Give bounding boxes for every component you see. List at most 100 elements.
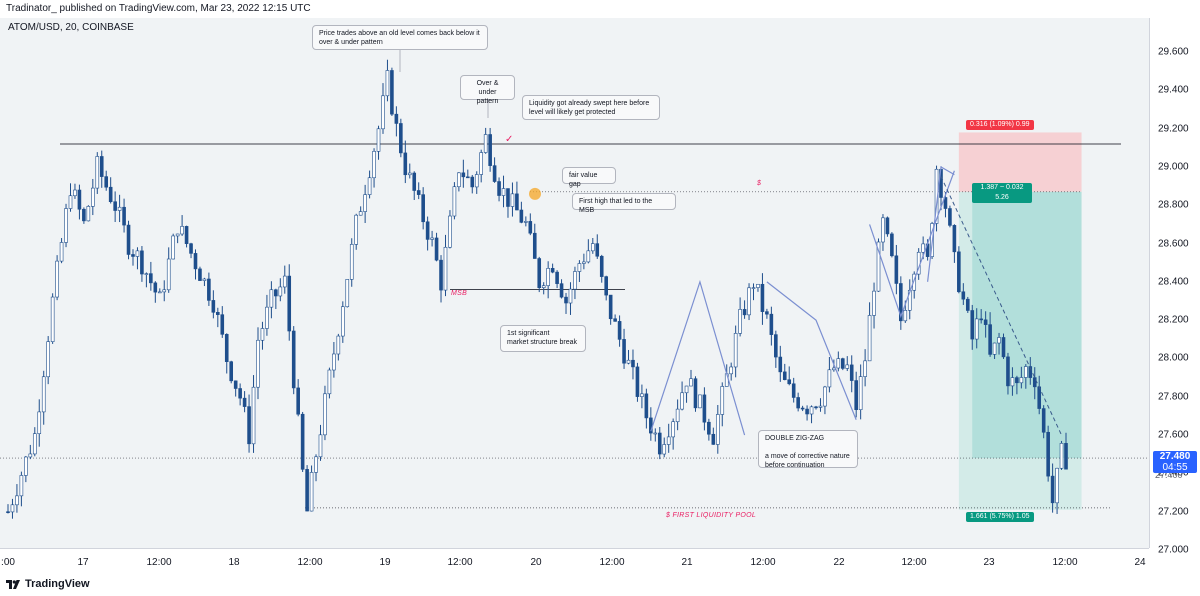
stop-loss-tag[interactable]: 0.316 (1.09%) 0.99 — [966, 120, 1034, 130]
candle-body — [68, 195, 73, 209]
candle-body — [55, 260, 59, 298]
candle-body — [229, 361, 234, 382]
entry-tag[interactable]: 1.387 ~ 0.032 5.26 — [972, 183, 1032, 203]
candle-body — [256, 339, 260, 388]
candle-body — [483, 134, 488, 153]
symbol-label[interactable]: ATOM/USD, 20, COINBASE — [8, 22, 134, 33]
candle-body — [711, 433, 716, 445]
candle-body — [591, 243, 595, 252]
candle-body — [95, 156, 100, 189]
time-tick: 22 — [833, 557, 845, 568]
candle-body — [381, 95, 385, 130]
annotation-over-under-old-level[interactable]: Price trades above an old level comes ba… — [312, 25, 488, 50]
candle-body — [104, 176, 109, 188]
candle-body — [550, 268, 555, 273]
candle-body — [15, 495, 19, 506]
candle-body — [461, 172, 466, 178]
price-tick: 28.400 — [1158, 276, 1189, 288]
candle-body — [412, 172, 417, 191]
candle-body — [657, 432, 662, 455]
price-tick: 29.000 — [1158, 161, 1189, 173]
time-tick: 24 — [1134, 557, 1146, 568]
candle-body — [198, 268, 202, 281]
candle-body — [559, 283, 564, 298]
candle-body — [894, 255, 899, 284]
annotation-fair-value-gap[interactable]: fair value gap — [562, 167, 616, 188]
candle-body — [979, 318, 983, 321]
candle-body — [631, 359, 635, 368]
candle-body — [443, 246, 448, 291]
candle-body — [327, 369, 332, 395]
zigzag-line-a — [650, 279, 746, 436]
annotation-over-under-pattern[interactable]: Over & under pattern — [460, 75, 515, 105]
candle-body — [1028, 366, 1033, 378]
candle-body — [818, 405, 823, 408]
candle-body — [336, 335, 341, 355]
candle-body — [385, 70, 390, 97]
time-tick: 12:00 — [297, 557, 323, 568]
candle-body — [707, 421, 711, 435]
time-axis[interactable]: :00 17 12:00 18 12:00 19 12:00 20 12:00 21 12:00 22… — [0, 548, 1149, 576]
candle-body — [501, 188, 506, 196]
chart-plot-area[interactable]: ATOM/USD, 20, COINBASE Price trades abov… — [0, 18, 1149, 548]
candle-body — [899, 283, 903, 322]
candle-body — [1019, 377, 1024, 384]
candle-body — [216, 311, 220, 315]
candle-body — [823, 386, 827, 407]
candle-body — [1041, 408, 1046, 433]
candle-body — [890, 233, 894, 257]
time-tick: 17 — [77, 557, 89, 568]
last-price-badge[interactable]: 27.480 04:55 — [1153, 451, 1197, 473]
candle-body — [872, 290, 876, 316]
candle-body — [702, 394, 707, 423]
candle-body — [881, 217, 885, 243]
candle-body — [207, 278, 211, 301]
candle-body — [952, 225, 957, 253]
candle-body — [452, 186, 457, 217]
candle-body — [153, 282, 158, 293]
time-tick: 12:00 — [901, 557, 927, 568]
candle-body — [135, 250, 140, 257]
candle-body — [242, 397, 247, 407]
candle-body — [635, 366, 640, 397]
candle-body — [805, 408, 809, 415]
candle-body — [738, 309, 742, 334]
tradingview-brand[interactable]: TradingView — [6, 578, 90, 590]
tradingview-logo-icon — [6, 580, 20, 589]
fair-value-gap-marker — [529, 187, 541, 200]
annotation-first-high[interactable]: First high that led to the MSB — [572, 193, 676, 214]
candle-countdown: 04:55 — [1162, 462, 1188, 473]
candle-body — [845, 364, 850, 369]
candle-body — [224, 334, 229, 362]
candle-body — [238, 388, 242, 399]
candle-body — [965, 298, 970, 311]
time-tick: 18 — [228, 557, 240, 568]
candle-body — [604, 276, 608, 296]
candle-body — [577, 263, 582, 272]
annotation-liquidity-swept[interactable]: Liquidity got already swept here before … — [522, 95, 660, 120]
candle-body — [126, 224, 131, 255]
candle-body — [510, 193, 515, 207]
candle-body — [73, 189, 77, 197]
candle-body — [997, 337, 1001, 344]
target-tag[interactable]: 1.661 (5.75%) 1.05 — [966, 512, 1034, 522]
zigzag-line-b — [766, 281, 857, 420]
candle-body — [305, 469, 309, 512]
candle-body — [907, 289, 912, 311]
candle-body — [193, 253, 198, 270]
candle-body — [10, 504, 15, 513]
candle-body — [77, 189, 82, 210]
candle-body — [564, 296, 568, 304]
time-tick: :00 — [1, 557, 15, 568]
candle-body — [974, 318, 979, 340]
annotation-double-zig-zag[interactable]: DOUBLE ZIG-ZAG a move of corrective natu… — [758, 430, 858, 469]
candle-body — [849, 364, 854, 381]
candle-body — [515, 193, 519, 211]
candle-body — [171, 235, 175, 260]
dollar-marker-upper: $ — [757, 180, 762, 187]
candle-body — [287, 275, 292, 332]
candle-body — [720, 386, 725, 415]
annotation-market-structure-break[interactable]: 1st significant market structure break — [500, 325, 586, 352]
candle-body — [162, 289, 167, 293]
candle-body — [157, 291, 162, 294]
